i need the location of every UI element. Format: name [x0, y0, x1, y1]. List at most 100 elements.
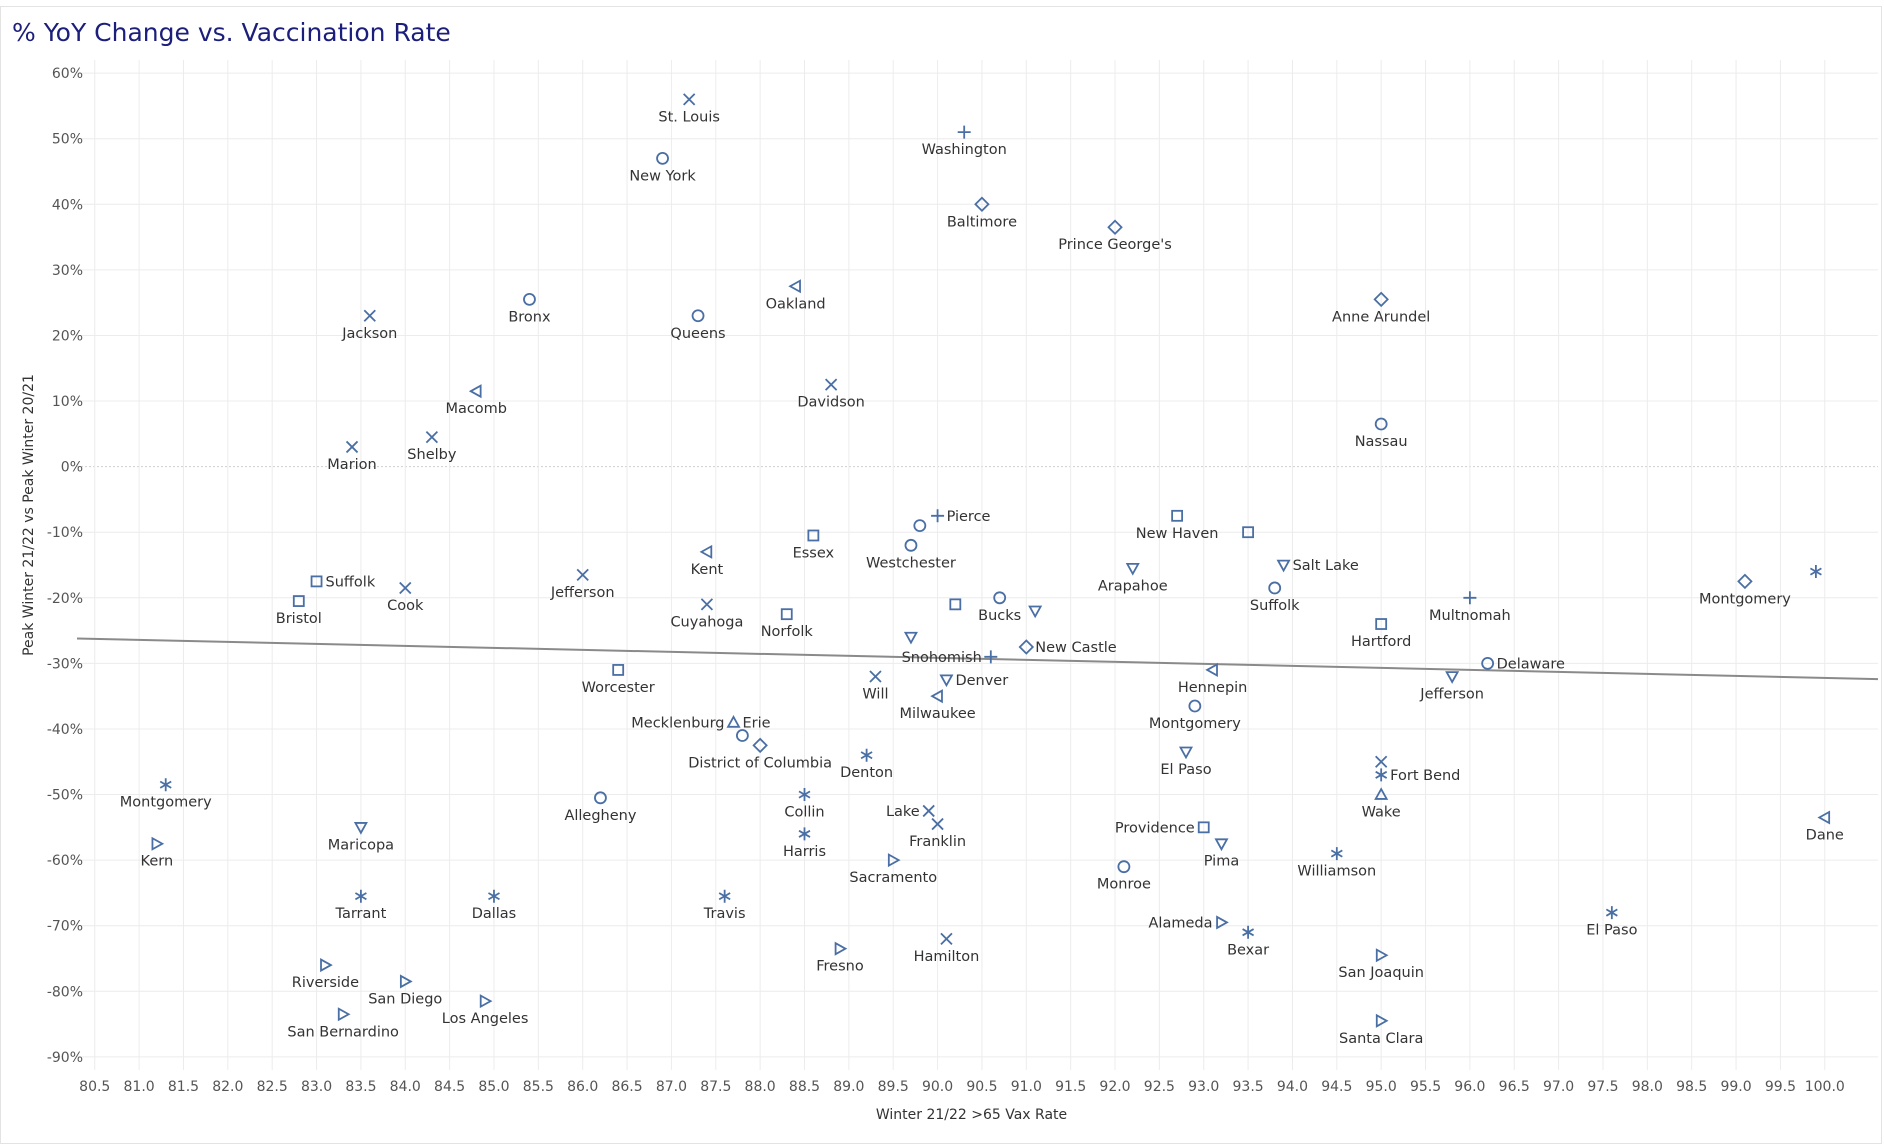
data-point[interactable]: District of Columbia [688, 737, 832, 772]
data-point[interactable]: Tarrant [335, 889, 387, 923]
data-point[interactable]: Bexar [1227, 925, 1269, 959]
marker-x [922, 804, 935, 818]
data-point[interactable]: Santa Clara [1339, 1013, 1423, 1047]
data-point[interactable]: Providence [1115, 820, 1210, 836]
data-point[interactable] [1242, 526, 1254, 539]
data-point[interactable]: Worcester [582, 664, 655, 696]
data-point[interactable]: Pima [1204, 838, 1239, 870]
data-point[interactable]: Wake [1362, 787, 1401, 821]
data-point[interactable] [1375, 755, 1388, 768]
data-point[interactable]: San Bernardino [287, 1007, 399, 1041]
data-point[interactable]: Delaware [1481, 656, 1565, 672]
data-point[interactable]: Arapahoe [1098, 562, 1168, 594]
data-point[interactable]: Nassau [1355, 417, 1408, 450]
data-point[interactable]: Shelby [407, 430, 457, 464]
data-point[interactable]: Jefferson [1419, 671, 1484, 702]
data-point[interactable]: Williamson [1297, 847, 1376, 880]
data-point[interactable]: Jackson [341, 309, 397, 342]
marker-circle [735, 729, 749, 742]
data-point[interactable]: Montgomery [1699, 573, 1791, 608]
data-point[interactable]: Macomb [445, 384, 507, 418]
data-point[interactable]: Bristol [276, 595, 322, 627]
x-tick-label: 90.0 [922, 1079, 953, 1095]
data-point[interactable] [913, 519, 927, 533]
data-point[interactable]: Montgomery [1149, 699, 1241, 733]
point-label: Kent [691, 562, 724, 578]
data-point[interactable]: Essex [793, 529, 835, 561]
data-point[interactable]: Cook [387, 581, 424, 614]
point-label: San Joaquin [1338, 965, 1424, 981]
y-tick-label: -10% [47, 525, 83, 541]
point-label: Bucks [978, 608, 1021, 624]
data-point[interactable]: Pierce [931, 509, 991, 525]
data-point[interactable] [1028, 605, 1043, 619]
data-point[interactable]: Prince George's [1058, 219, 1172, 254]
data-point[interactable]: Montgomery [120, 778, 212, 811]
data-point[interactable]: New York [629, 151, 696, 185]
data-point[interactable]: Snohomish [902, 650, 998, 666]
data-point[interactable]: Denton [840, 748, 893, 782]
data-point[interactable]: Hamilton [914, 932, 980, 965]
data-point[interactable]: Riverside [292, 958, 359, 992]
data-point[interactable] [735, 729, 749, 742]
x-tick-label: 84.5 [434, 1079, 465, 1095]
data-point[interactable]: Cuyahoga [670, 598, 743, 631]
data-point[interactable]: Washington [922, 125, 1007, 158]
data-point[interactable]: New Castle [1018, 639, 1117, 656]
x-axis-title: Winter 21/22 >65 Vax Rate [876, 1107, 1067, 1123]
marker-square [807, 529, 820, 542]
data-point[interactable]: Fresno [816, 941, 864, 975]
data-point[interactable]: Kern [141, 836, 174, 870]
data-point[interactable]: St. Louis [658, 93, 720, 126]
data-point[interactable] [949, 598, 962, 611]
data-point[interactable]: Allegheny [564, 791, 637, 824]
marker-circle [913, 519, 927, 533]
data-point[interactable]: Denver [939, 673, 1008, 689]
data-point[interactable]: Kent [691, 544, 724, 578]
x-tick-label: 99.0 [1720, 1079, 1751, 1095]
data-point[interactable]: Jefferson [550, 568, 615, 601]
data-point[interactable]: Bronx [508, 292, 551, 326]
data-point[interactable]: Marion [327, 440, 377, 473]
data-point[interactable]: Franklin [909, 817, 966, 851]
data-point[interactable]: Hennepin [1178, 662, 1248, 696]
data-point[interactable]: Milwaukee [899, 689, 976, 723]
data-point[interactable]: Suffolk [1250, 581, 1300, 614]
point-label: Prince George's [1058, 237, 1172, 253]
data-point[interactable]: El Paso [1160, 746, 1212, 778]
data-point[interactable] [903, 631, 918, 645]
data-point[interactable]: Anne Arundel [1332, 291, 1430, 326]
data-point[interactable]: Collin [784, 788, 825, 821]
data-point[interactable]: Multnomah [1429, 591, 1511, 624]
data-point[interactable]: Lake [886, 804, 935, 820]
data-point[interactable]: Will [862, 670, 889, 703]
data-point[interactable]: Norfolk [761, 608, 814, 640]
data-point[interactable]: San Joaquin [1338, 948, 1424, 982]
x-tick-label: 80.5 [79, 1079, 110, 1095]
data-point[interactable]: Fort Bend [1375, 768, 1461, 784]
data-point[interactable]: Erie [726, 715, 771, 731]
data-point[interactable]: Baltimore [947, 196, 1017, 231]
data-point[interactable]: El Paso [1586, 906, 1638, 939]
data-point[interactable]: Westchester [866, 538, 956, 572]
data-point[interactable]: Dallas [472, 889, 517, 923]
data-point[interactable]: Monroe [1097, 860, 1151, 893]
data-point[interactable]: Travis [703, 889, 746, 923]
data-point[interactable]: Dane [1806, 810, 1844, 844]
data-point[interactable]: Mecklenburg [631, 715, 724, 731]
data-point[interactable]: Oakland [766, 279, 826, 313]
data-point[interactable]: Sacramento [849, 853, 937, 887]
data-point[interactable]: Bucks [978, 591, 1021, 624]
data-point[interactable]: Maricopa [328, 822, 394, 853]
data-point[interactable]: Suffolk [310, 574, 376, 590]
data-point[interactable] [1809, 565, 1822, 579]
data-point[interactable]: Harris [783, 827, 826, 860]
data-point[interactable]: San Diego [368, 974, 442, 1008]
data-point[interactable]: Los Angeles [442, 994, 529, 1028]
data-point[interactable]: Queens [670, 309, 726, 342]
data-point[interactable]: Alameda [1149, 915, 1229, 931]
data-point[interactable]: Salt Lake [1276, 558, 1359, 574]
data-point[interactable]: Hartford [1351, 618, 1411, 650]
data-point[interactable]: Davidson [797, 378, 865, 411]
data-point[interactable]: New Haven [1136, 509, 1219, 542]
